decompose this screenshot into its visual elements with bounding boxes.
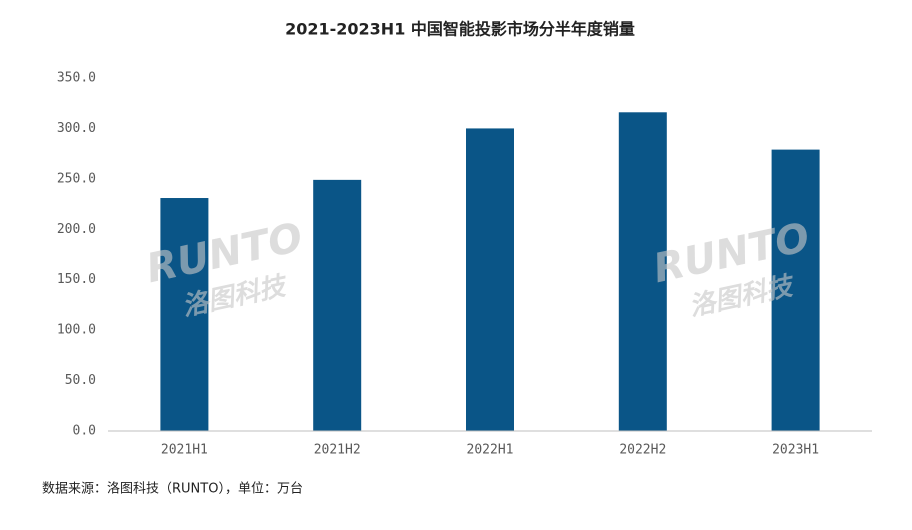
x-tick-label: 2021H1 [161, 443, 208, 458]
source-note: 数据来源：洛图科技（RUNTO），单位：万台 [42, 482, 303, 497]
chart-title: 2021-2023H1 中国智能投影市场分半年度销量 [285, 20, 635, 39]
bar [771, 149, 820, 431]
bar [618, 112, 667, 431]
bar [313, 179, 362, 431]
y-tick-label: 0.0 [73, 424, 96, 439]
bar [160, 198, 209, 431]
y-tick-label: 350.0 [57, 71, 96, 86]
x-tick-label: 2021H2 [314, 443, 361, 458]
y-tick-label: 50.0 [65, 373, 96, 388]
y-tick-label: 250.0 [57, 171, 96, 186]
x-tick-label: 2023H1 [772, 443, 819, 458]
x-tick-label: 2022H1 [467, 443, 514, 458]
y-tick-label: 200.0 [57, 222, 96, 237]
bar [466, 128, 514, 431]
y-tick-label: 150.0 [57, 272, 96, 287]
x-tick-label: 2022H2 [619, 443, 666, 458]
y-tick-label: 100.0 [57, 323, 96, 338]
y-tick-label: 300.0 [57, 121, 96, 136]
